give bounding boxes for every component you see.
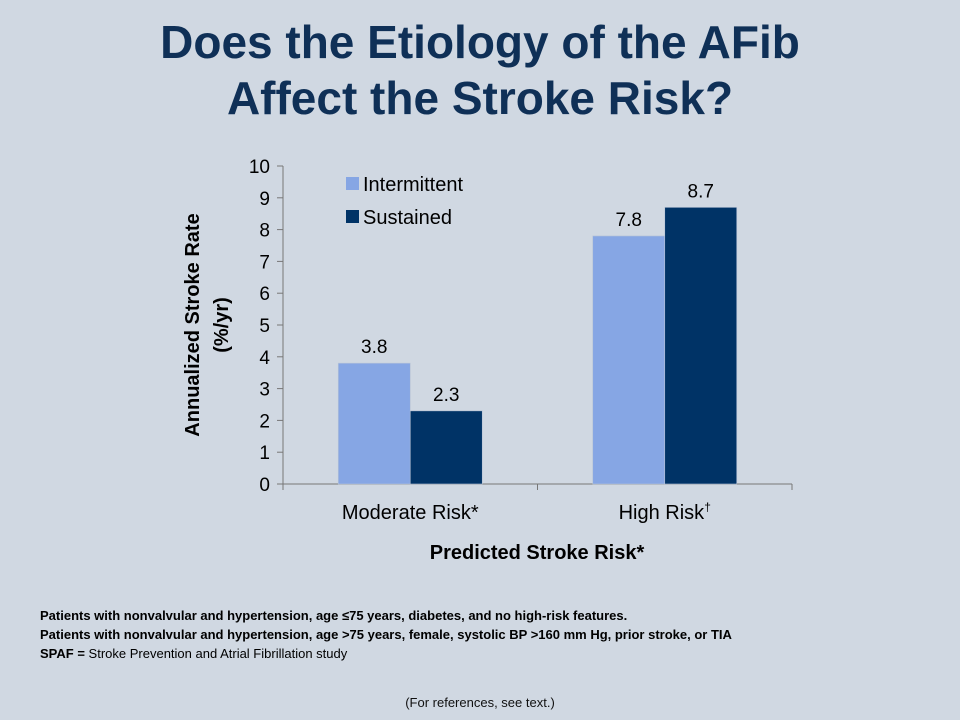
y-tick-label: 4 — [259, 348, 270, 369]
x-category-label: High Risk† — [619, 500, 711, 524]
y-tick-label: 3 — [259, 380, 270, 401]
y-axis-title-line-1: Annualized Stroke Rate — [182, 213, 204, 436]
y-tick-label: 10 — [249, 157, 270, 178]
bar-sustained — [664, 207, 738, 485]
x-category-label: Moderate Risk* — [342, 502, 479, 524]
x-axis-title: Predicted Stroke Risk* — [430, 542, 645, 564]
footnote-spaf: SPAF = Stroke Prevention and Atrial Fibr… — [40, 644, 732, 663]
dagger-superscript: † — [704, 500, 711, 514]
title-line-1: Does the Etiology of the AFib — [160, 16, 800, 68]
spaf-text: Stroke Prevention and Atrial Fibrillatio… — [88, 646, 348, 661]
y-tick-label: 7 — [259, 252, 270, 273]
references-note: (For references, see text.) — [405, 695, 555, 710]
bar-chart: 0 1 2 3 4 5 6 7 8 9 10 3.8 2.3 Moderate Risk* 7.8 8.7 Hi… — [182, 157, 793, 564]
legend-label-intermittent: Intermittent — [363, 174, 463, 196]
footnotes: Patients with nonvalvular and hypertensi… — [40, 606, 732, 663]
spaf-abbrev: SPAF = — [40, 646, 85, 661]
bar-intermittent — [337, 362, 411, 485]
y-tick-label: 6 — [259, 284, 270, 305]
y-tick-label: 2 — [259, 411, 270, 432]
y-tick-label: 5 — [259, 316, 270, 337]
legend-swatch-intermittent — [346, 177, 359, 190]
title-line-2: Affect the Stroke Risk? — [226, 72, 734, 124]
data-label: 8.7 — [688, 181, 714, 202]
slide-title: Does the Etiology of the AFib Affect the… — [0, 14, 960, 126]
data-label: 7.8 — [616, 210, 642, 231]
data-label: 3.8 — [361, 337, 387, 358]
footnote-high: Patients with nonvalvular and hypertensi… — [40, 627, 732, 642]
y-tick-label: 9 — [259, 189, 270, 210]
bar-intermittent — [592, 235, 666, 485]
legend-swatch-sustained — [346, 210, 359, 223]
y-tick-label: 8 — [259, 221, 270, 242]
y-axis-title-line-2: (%/yr) — [211, 297, 233, 353]
y-tick-label: 0 — [259, 475, 270, 496]
footnote-moderate: Patients with nonvalvular and hypertensi… — [40, 608, 628, 623]
legend-label-sustained: Sustained — [363, 207, 452, 229]
y-tick-label: 1 — [259, 443, 270, 464]
data-label: 2.3 — [433, 385, 459, 406]
bar-sustained — [409, 410, 483, 485]
